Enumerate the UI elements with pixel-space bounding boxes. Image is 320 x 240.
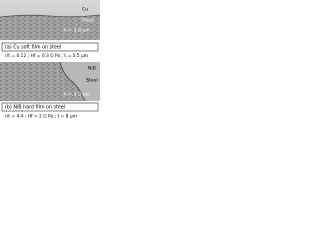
caption-box: [1, 42, 99, 52]
caption: (a) Cu soft film on steel: [5, 45, 61, 51]
film-label: NiB: [88, 66, 96, 72]
substrate-label: Steel: [82, 18, 94, 24]
micrograph-a: [0, 0, 100, 40]
caption-box: [1, 102, 99, 112]
parameters: r/t = 0.12 ; Hf = 0.3 G Pa ; t = 5.5 µm: [5, 53, 88, 59]
thickness-label: h = 1.0 µm: [64, 92, 90, 98]
parameters: r/t = 4.4 ; Hf = 2 G Pa ; t = 8 µm: [5, 114, 77, 120]
thickness-label: h = 1.8 µm: [64, 28, 90, 34]
film-label: Cu: [82, 7, 88, 13]
micrograph-b: [0, 61, 100, 102]
caption: (b) NiB hard film on steel: [5, 105, 65, 111]
figure: Cu Steel h = 1.8 µm (a) Cu soft film on …: [0, 0, 100, 120]
substrate-label: Steel: [86, 78, 98, 84]
